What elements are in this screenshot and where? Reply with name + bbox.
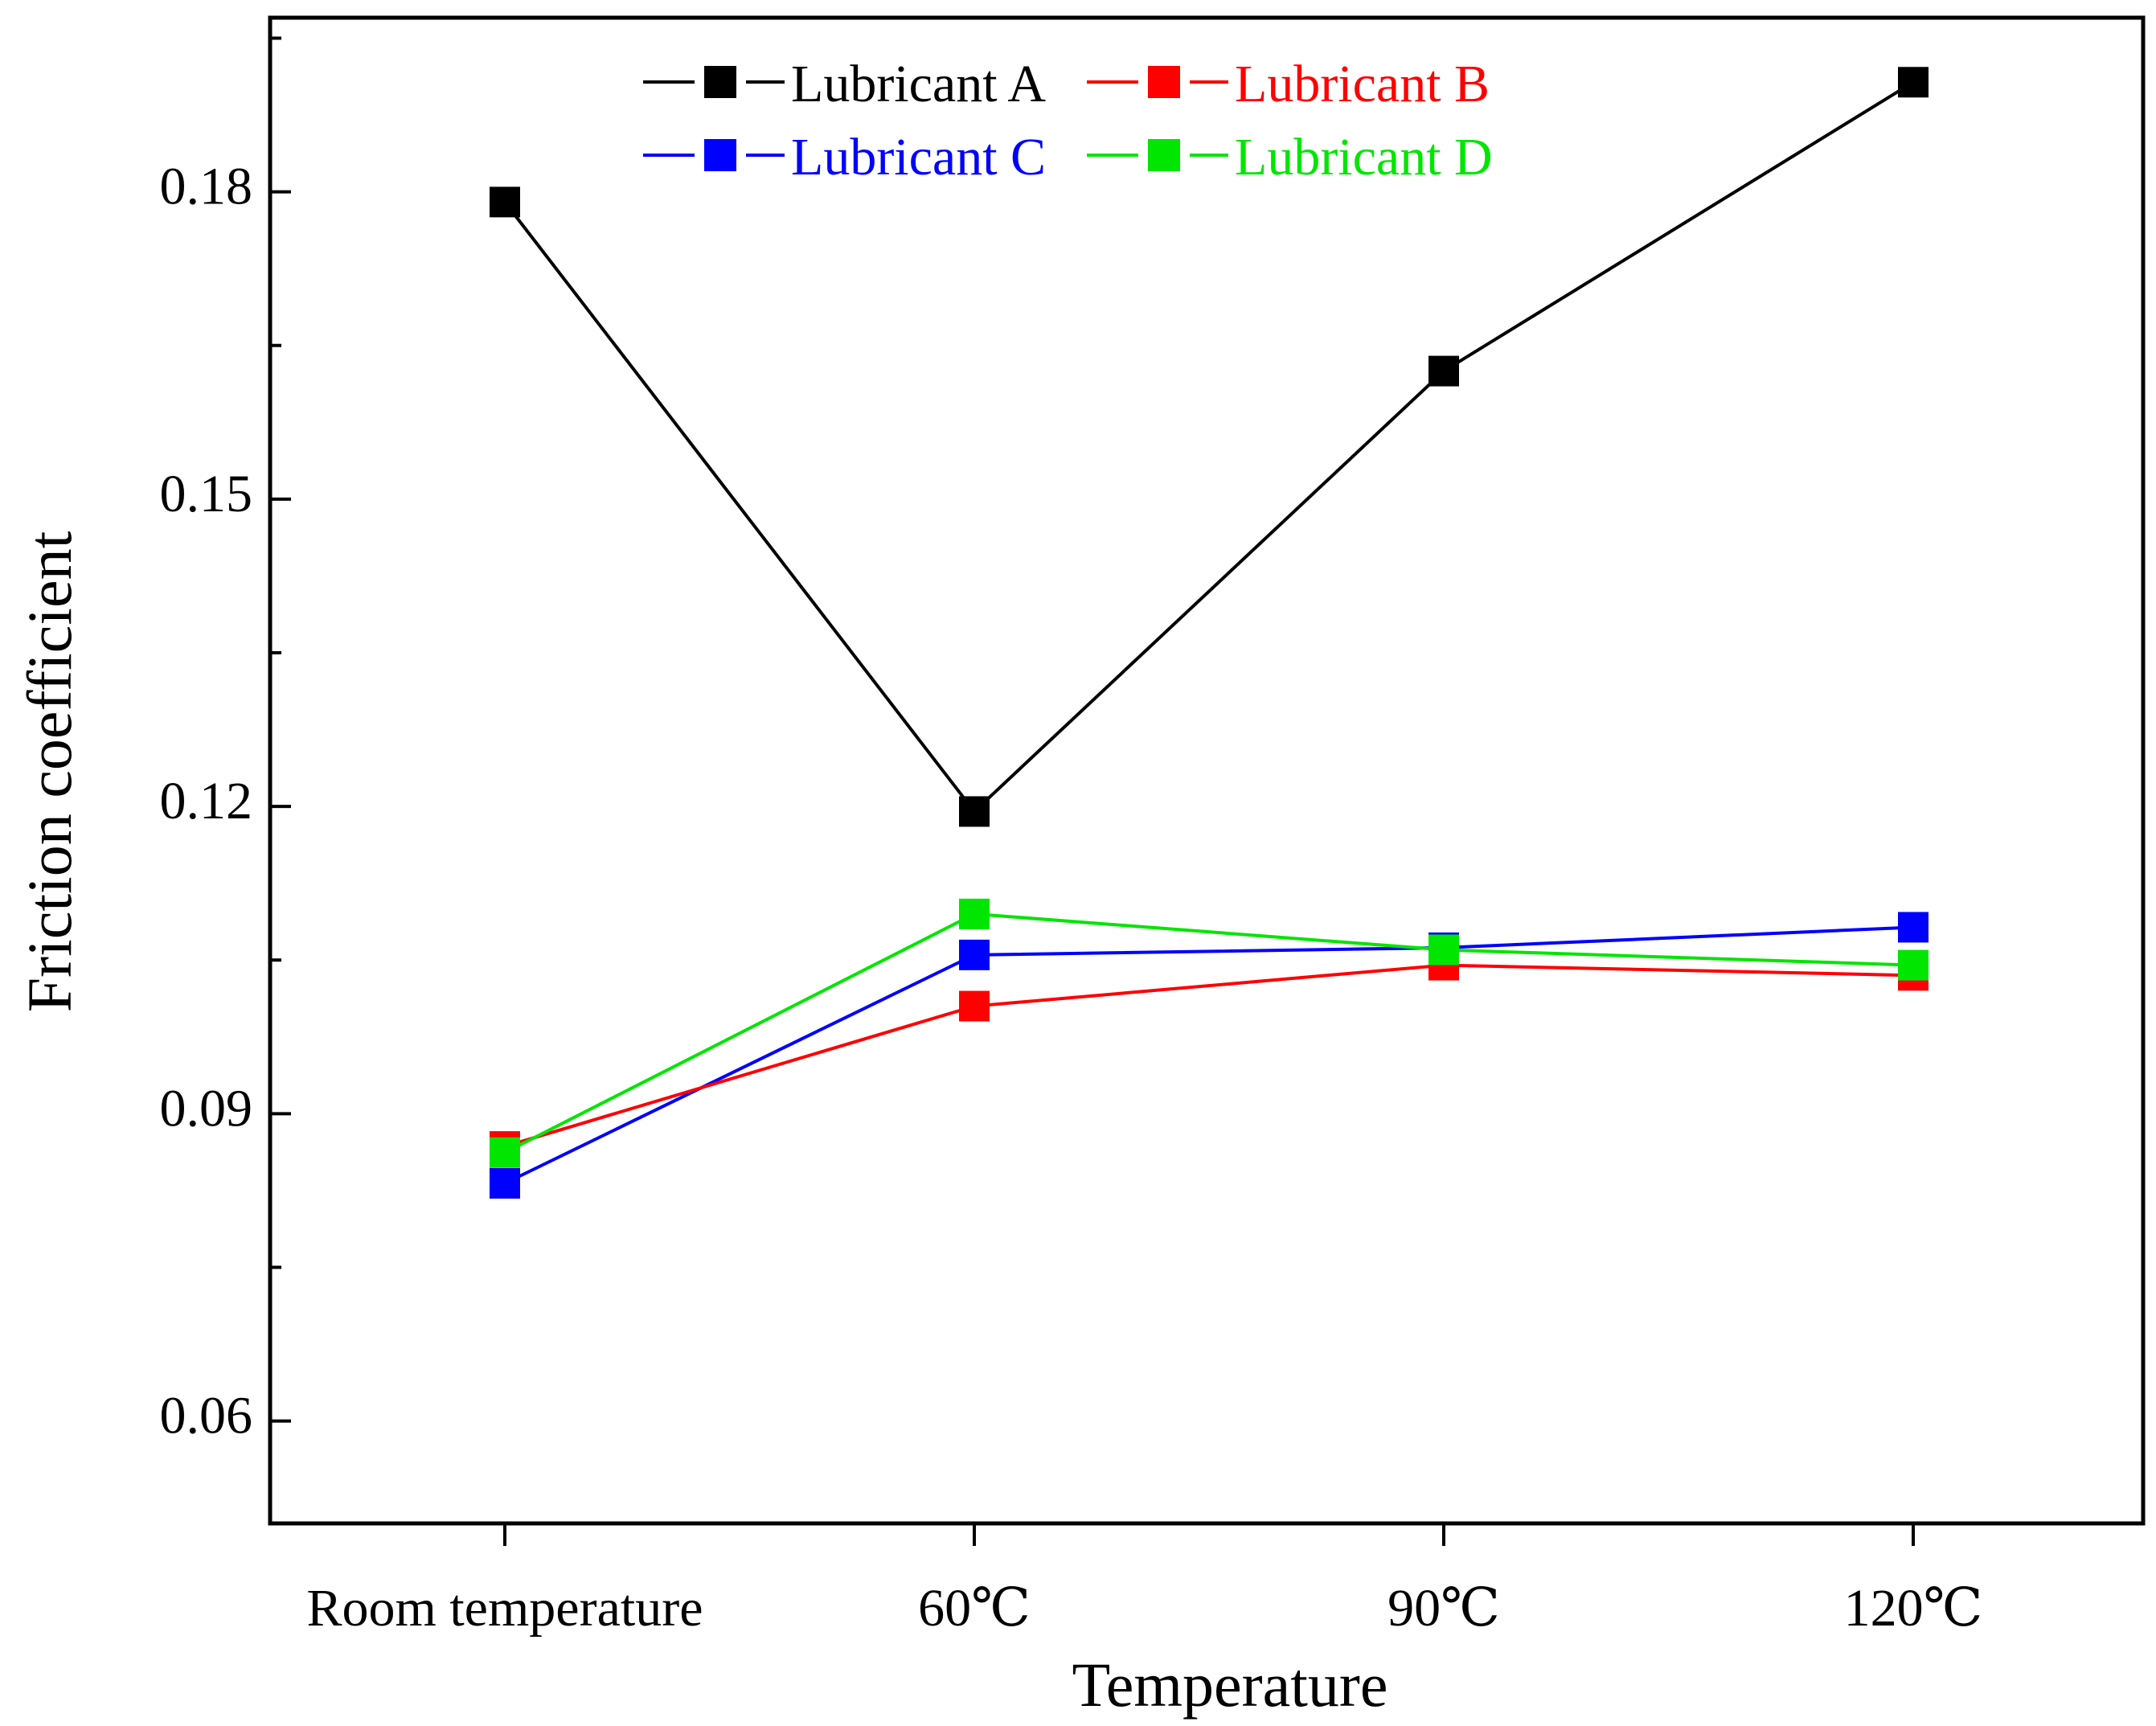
y-tick-label: 0.15 — [160, 465, 253, 523]
y-tick-label: 0.18 — [160, 158, 253, 216]
data-point-lubricant-d — [1428, 934, 1459, 965]
legend-marker-lubricant-c — [704, 139, 736, 171]
legend-marker-lubricant-b — [1148, 66, 1180, 98]
data-point-lubricant-c — [1898, 912, 1929, 943]
y-tick-label: 0.06 — [160, 1387, 253, 1445]
series-points — [490, 67, 1929, 1199]
data-point-lubricant-a — [490, 187, 520, 218]
data-point-lubricant-a — [1898, 67, 1929, 98]
data-point-lubricant-d — [1898, 949, 1929, 981]
y-tick-label: 0.12 — [160, 772, 253, 830]
x-tick-label: 120℃ — [1844, 1579, 1983, 1638]
legend-label-lubricant-c: Lubricant C — [791, 128, 1046, 187]
x-tick-label: 60℃ — [918, 1579, 1031, 1638]
series-line-lubricant-b — [504, 963, 1914, 1149]
series-lines — [503, 80, 1915, 1185]
series-line-lubricant-c — [504, 925, 1914, 1185]
data-point-lubricant-d — [959, 898, 990, 929]
legend-label-lubricant-a: Lubricant A — [791, 55, 1046, 113]
x-tick-label: 90℃ — [1387, 1579, 1500, 1638]
x-axis: Room temperature 60℃ 90℃ 120℃ — [306, 1523, 1982, 1638]
x-tick-label: Room temperature — [306, 1579, 703, 1638]
legend-label-lubricant-d: Lubricant D — [1235, 128, 1493, 187]
legend-marker-lubricant-d — [1148, 139, 1180, 171]
plot-frame — [268, 15, 2146, 1526]
data-point-lubricant-c — [490, 1167, 520, 1199]
data-point-lubricant-d — [490, 1137, 520, 1168]
y-axis-title: Friction coefficient — [14, 531, 84, 1012]
data-point-lubricant-c — [959, 939, 990, 970]
x-axis-title: Temperature — [1072, 1650, 1388, 1720]
legend-label-lubricant-b: Lubricant B — [1235, 55, 1490, 113]
legend-marker-lubricant-a — [704, 66, 736, 98]
series-line-lubricant-a — [503, 80, 1915, 814]
series-line-lubricant-d — [504, 912, 1914, 1154]
data-point-lubricant-b — [959, 990, 990, 1022]
y-axis: 0.06 0.09 0.12 0.15 0.18 — [160, 36, 291, 1445]
legend: Lubricant A Lubricant B Lubricant C Lubrica… — [643, 55, 1493, 187]
data-point-lubricant-a — [1428, 355, 1459, 387]
data-point-lubricant-a — [959, 796, 990, 827]
y-tick-label: 0.09 — [160, 1079, 253, 1138]
